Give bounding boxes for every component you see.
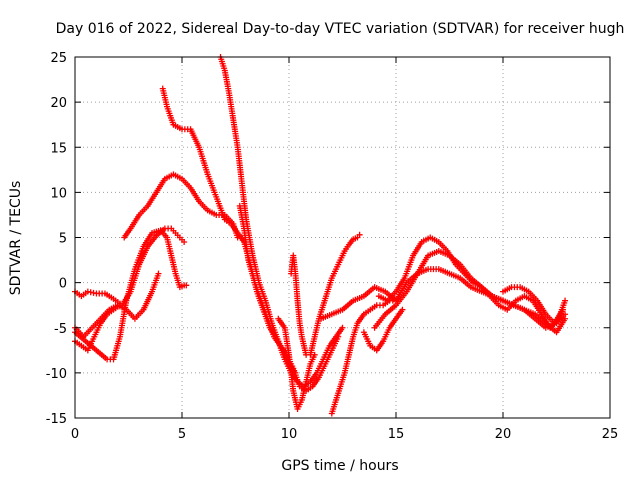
data-point: [559, 306, 566, 313]
x-tick-label: 10: [281, 427, 298, 442]
axis-ticks: 0 5 10 15 20 25 -15 -10 -5 0 5 10 15 20 25: [46, 51, 619, 442]
y-tick-label: -15: [46, 412, 67, 427]
series-track-15: [375, 234, 569, 331]
y-tick-label: -5: [54, 322, 67, 337]
data-point: [356, 231, 363, 238]
x-tick-label: 25: [602, 427, 619, 442]
series-track-17: [500, 284, 566, 327]
data-point: [183, 282, 190, 289]
series-track-9: [275, 315, 318, 412]
data-marks: [72, 54, 569, 417]
series-track-4: [72, 302, 123, 354]
y-tick-label: -10: [46, 367, 67, 382]
series-track-2: [72, 227, 190, 363]
series-track-16: [360, 306, 406, 354]
data-point: [116, 302, 123, 309]
data-point: [155, 270, 162, 277]
series-track-8: [236, 202, 342, 394]
y-axis-label: SDTVAR / TECUs: [8, 181, 24, 296]
y-tick-label: 5: [59, 232, 67, 247]
data-point: [562, 297, 569, 304]
data-point: [339, 324, 346, 331]
series-track-12: [328, 297, 399, 417]
y-tick-label: 20: [50, 96, 67, 111]
data-point: [562, 315, 569, 322]
data-point: [181, 239, 188, 246]
chart-title: Day 016 of 2022, Sidereal Day-to-day VTE…: [56, 21, 625, 37]
x-axis-label: GPS time / hours: [281, 458, 398, 474]
series-track-10: [288, 252, 310, 358]
x-tick-label: 0: [71, 427, 79, 442]
y-tick-label: 25: [50, 51, 67, 66]
data-point: [335, 333, 342, 340]
series-track-3: [72, 270, 162, 340]
y-tick-label: 10: [50, 186, 67, 201]
x-tick-label: 20: [495, 427, 512, 442]
series-track-11: [307, 231, 363, 358]
x-tick-label: 5: [178, 427, 186, 442]
y-tick-label: 0: [59, 277, 67, 292]
series-track-7: [217, 54, 346, 390]
data-point: [399, 306, 406, 313]
y-tick-label: 15: [50, 141, 67, 156]
x-tick-label: 15: [388, 427, 405, 442]
series-track-5: [121, 171, 241, 241]
